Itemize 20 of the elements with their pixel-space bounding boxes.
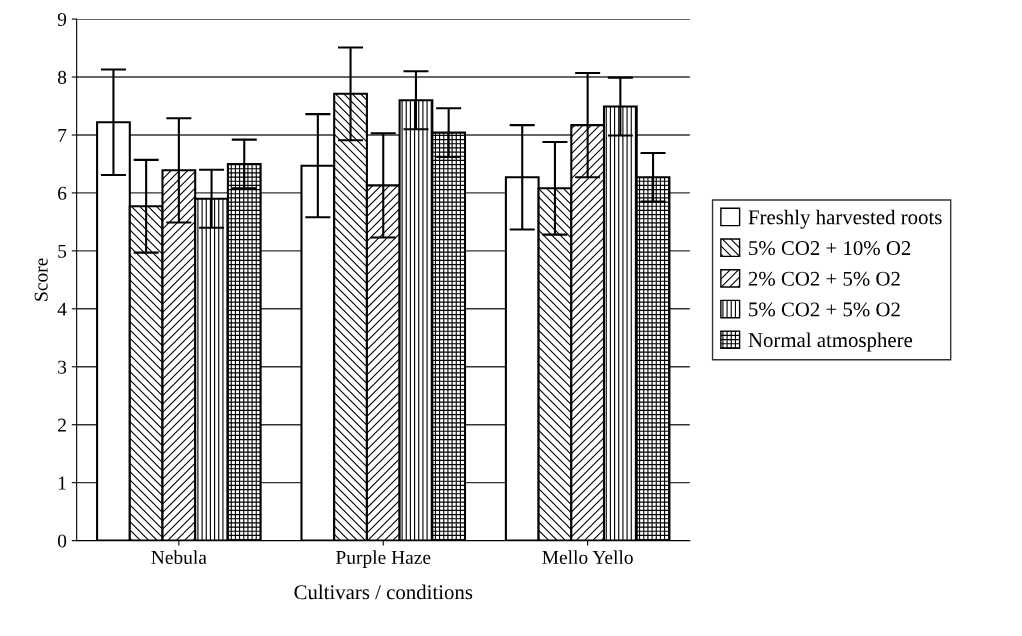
legend-label: 5% CO2 + 10% O2 <box>749 241 911 256</box>
y-tick-label: 5 <box>58 244 67 258</box>
x-tick-label: Nebula <box>151 550 207 565</box>
y-tick-label: 4 <box>57 302 67 316</box>
x-tick-label: Mello Yello <box>542 550 633 565</box>
legend-label: 2% CO2 + 5% O2 <box>748 271 900 286</box>
y-tick-label: 1 <box>58 476 66 490</box>
y-tick-label: 0 <box>57 534 67 548</box>
y-tick-label: 2 <box>58 418 66 432</box>
legend-label: Freshly harvested roots <box>748 209 942 229</box>
x-axis-title: Cultivars / conditions <box>294 584 473 600</box>
y-tick-label: 3 <box>58 360 67 374</box>
y-axis-title: Score <box>34 258 48 301</box>
x-tick-label: Purple Haze <box>336 550 431 568</box>
y-tick-label: 8 <box>57 70 67 84</box>
legend-label: Normal atmosphere <box>748 332 913 352</box>
y-tick-label: 7 <box>58 128 67 142</box>
y-tick-label: 6 <box>58 186 67 200</box>
legend-label: 5% CO2 + 5% O2 <box>749 302 900 317</box>
y-tick-label: 9 <box>57 12 67 27</box>
